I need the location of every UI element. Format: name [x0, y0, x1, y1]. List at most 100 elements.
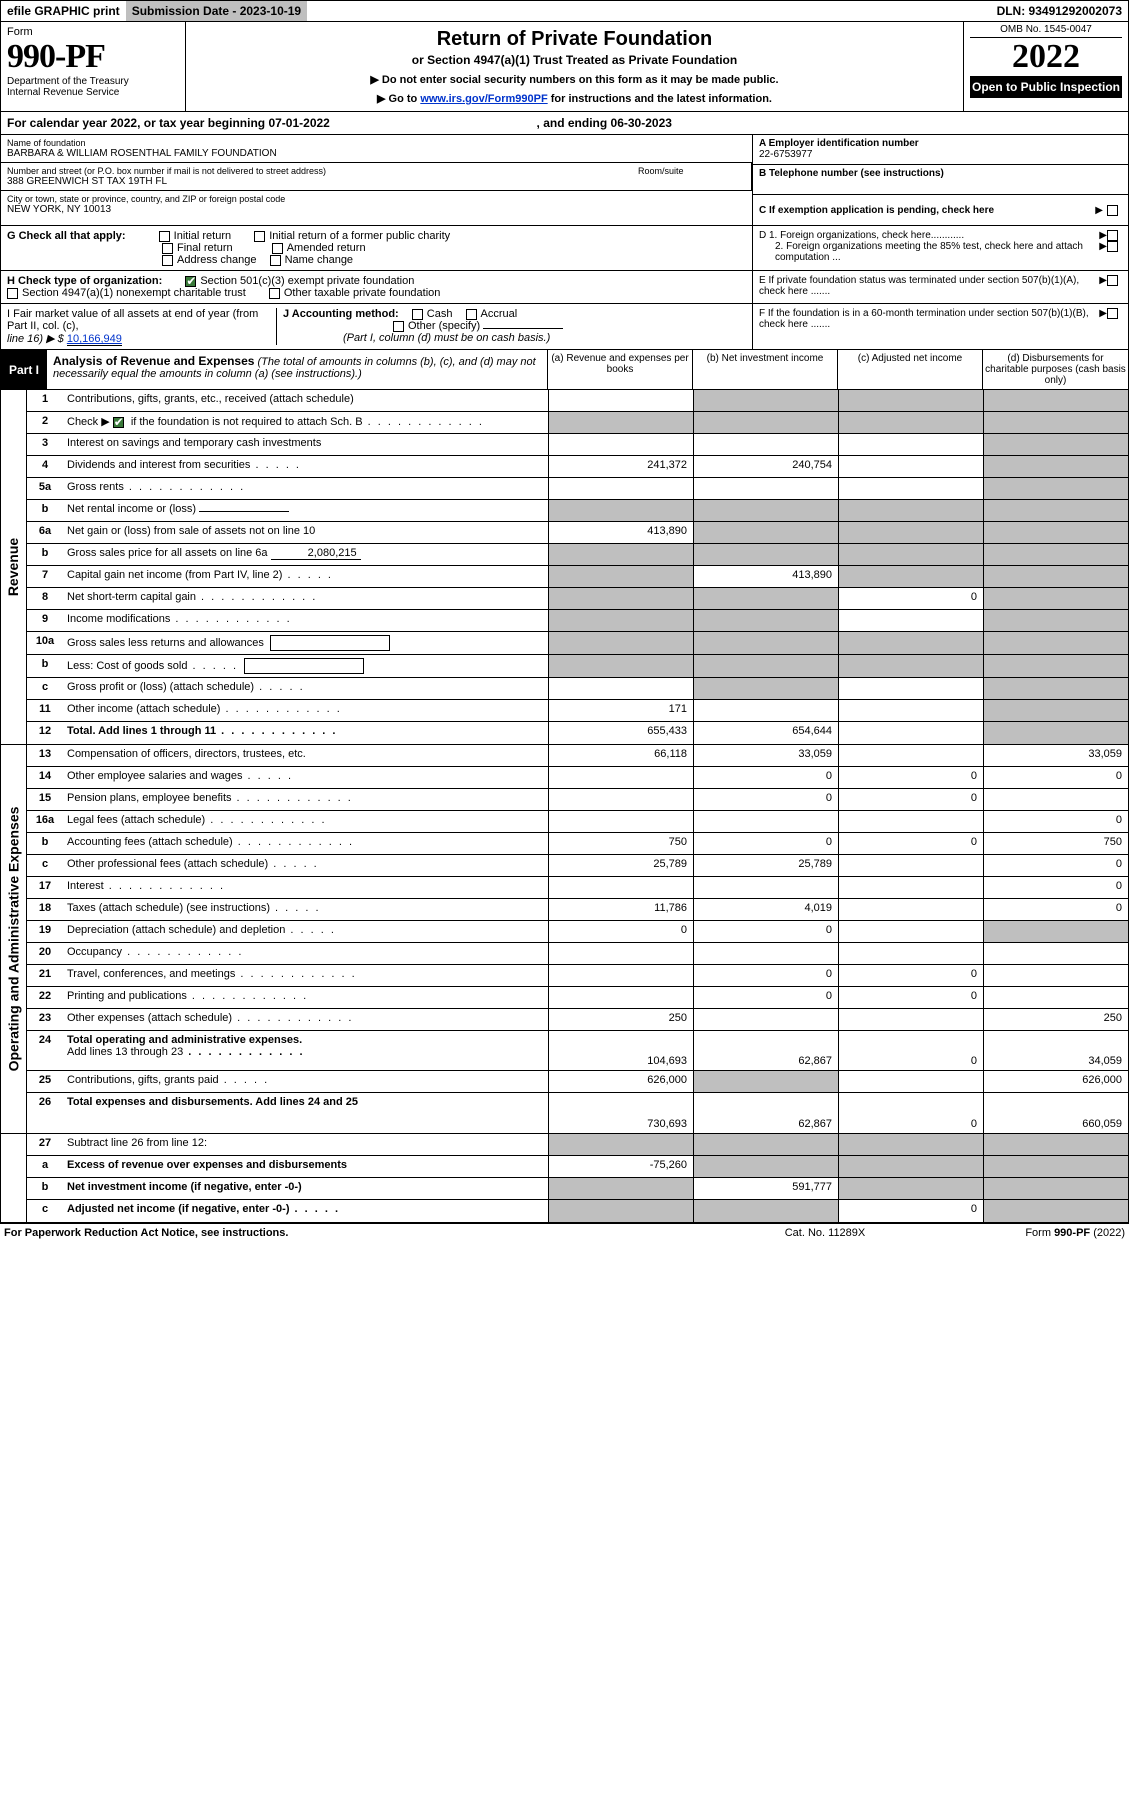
line-16a: Legal fees (attach schedule): [63, 811, 548, 832]
j-other-cb[interactable]: [393, 321, 404, 332]
form-number: 990-PF: [7, 38, 179, 76]
part-1-desc: Analysis of Revenue and Expenses (The to…: [47, 350, 548, 389]
section-ij-f: I Fair market value of all assets at end…: [0, 304, 1129, 350]
header-right: OMB No. 1545-0047 2022 Open to Public In…: [963, 22, 1128, 111]
j-note: (Part I, column (d) must be on cash basi…: [343, 332, 550, 344]
dept-label: Department of the Treasury: [7, 76, 179, 87]
e-checkbox[interactable]: [1107, 275, 1118, 286]
section-h: H Check type of organization: Section 50…: [1, 271, 753, 303]
line-7: Capital gain net income (from Part IV, l…: [63, 566, 548, 587]
j-label: J Accounting method:: [283, 308, 399, 320]
j-accrual: Accrual: [481, 308, 518, 320]
g-initial-former-cb[interactable]: [254, 231, 265, 242]
schb-checkbox[interactable]: [113, 417, 124, 428]
i-label-1: I Fair market value of all assets at end…: [7, 308, 258, 332]
f-checkbox[interactable]: [1107, 308, 1118, 319]
cy-pre: For calendar year 2022, or tax year begi…: [7, 116, 268, 130]
dln: DLN: 93491292002073: [991, 1, 1128, 21]
f-label: F If the foundation is in a 60-month ter…: [759, 308, 1099, 330]
city-label: City or town, state or province, country…: [7, 194, 746, 204]
line-23: Other expenses (attach schedule): [63, 1009, 548, 1030]
d1-checkbox[interactable]: [1107, 230, 1118, 241]
line-27: Subtract line 26 from line 12:: [63, 1134, 548, 1155]
line-12: Total. Add lines 1 through 11: [63, 722, 548, 744]
telephone-label: B Telephone number (see instructions): [759, 168, 944, 179]
section-e: E If private foundation status was termi…: [753, 271, 1128, 303]
col-d-header: (d) Disbursements for charitable purpose…: [983, 350, 1128, 389]
ein-value: 22-6753977: [759, 149, 812, 160]
identity-grid: Name of foundation BARBARA & WILLIAM ROS…: [0, 135, 1129, 226]
g-label: G Check all that apply:: [7, 230, 126, 242]
fmv-value[interactable]: 10,166,949: [67, 333, 122, 346]
j-accrual-cb[interactable]: [466, 309, 477, 320]
part-1-header: Part I Analysis of Revenue and Expenses …: [0, 350, 1129, 390]
line-14: Other employee salaries and wages: [63, 767, 548, 788]
j-cash-cb[interactable]: [412, 309, 423, 320]
line-11: Other income (attach schedule): [63, 700, 548, 721]
line-18: Taxes (attach schedule) (see instruction…: [63, 899, 548, 920]
note2-post: for instructions and the latest informat…: [548, 93, 772, 105]
form990pf-link[interactable]: www.irs.gov/Form990PF: [420, 93, 547, 105]
line-4: Dividends and interest from securities: [63, 456, 548, 477]
cy-begin: 07-01-2022: [268, 116, 329, 130]
section-g-d: G Check all that apply: Initial return I…: [0, 226, 1129, 271]
line-17: Interest: [63, 877, 548, 898]
g-initial-return-cb[interactable]: [159, 231, 170, 242]
cy-end: 06-30-2023: [611, 116, 672, 130]
line-15: Pension plans, employee benefits: [63, 789, 548, 810]
footer-mid: Cat. No. 11289X: [725, 1227, 925, 1239]
address: 388 GREENWICH ST TAX 19TH FL: [7, 176, 626, 187]
line-1: Contributions, gifts, grants, etc., rece…: [63, 390, 548, 411]
g-address-change-cb[interactable]: [162, 255, 173, 266]
line-27-section: 27Subtract line 26 from line 12: aExcess…: [0, 1134, 1129, 1223]
form-subtitle: or Section 4947(a)(1) Trust Treated as P…: [194, 53, 955, 67]
g-opt-0: Initial return: [174, 230, 231, 242]
line-27b: Net investment income (if negative, ente…: [63, 1178, 548, 1199]
d2-label: 2. Foreign organizations meeting the 85%…: [759, 241, 1099, 263]
g-opt-4: Address change: [177, 254, 257, 266]
exemption-pending-checkbox[interactable]: [1107, 205, 1118, 216]
g-final-return-cb[interactable]: [162, 243, 173, 254]
line-25: Contributions, gifts, grants paid: [63, 1071, 548, 1092]
header-middle: Return of Private Foundation or Section …: [186, 22, 963, 111]
col-b-header: (b) Net investment income: [693, 350, 838, 389]
d2-checkbox[interactable]: [1107, 241, 1118, 252]
line-26: Total expenses and disbursements. Add li…: [63, 1093, 548, 1133]
line-10c: Gross profit or (loss) (attach schedule): [63, 678, 548, 699]
section-ij: I Fair market value of all assets at end…: [1, 304, 753, 349]
form-title: Return of Private Foundation: [194, 28, 955, 51]
h-opt-1: Section 501(c)(3) exempt private foundat…: [200, 275, 414, 287]
foundation-name-label: Name of foundation: [7, 138, 746, 148]
h-501c3-cb[interactable]: [185, 276, 196, 287]
header-left: Form 990-PF Department of the Treasury I…: [1, 22, 186, 111]
cy-mid: , and ending: [537, 116, 611, 130]
page-footer: For Paperwork Reduction Act Notice, see …: [0, 1223, 1129, 1242]
line-16b: Accounting fees (attach schedule): [63, 833, 548, 854]
g-name-change-cb[interactable]: [270, 255, 281, 266]
section-f: F If the foundation is in a 60-month ter…: [753, 304, 1128, 349]
line-21: Travel, conferences, and meetings: [63, 965, 548, 986]
e-label: E If private foundation status was termi…: [759, 275, 1099, 297]
efile-label[interactable]: efile GRAPHIC print: [1, 1, 126, 21]
submission-date: Submission Date - 2023-10-19: [126, 1, 307, 21]
h-4947-cb[interactable]: [7, 288, 18, 299]
g-opt-3: Amended return: [287, 242, 366, 254]
section-h-e: H Check type of organization: Section 50…: [0, 271, 1129, 304]
j-cash: Cash: [427, 308, 453, 320]
line-9: Income modifications: [63, 610, 548, 631]
open-public: Open to Public Inspection: [970, 76, 1122, 98]
expenses-section: Operating and Administrative Expenses 13…: [0, 745, 1129, 1134]
g-amended-cb[interactable]: [272, 243, 283, 254]
line-16c: Other professional fees (attach schedule…: [63, 855, 548, 876]
h-other-taxable-cb[interactable]: [269, 288, 280, 299]
note2-pre: ▶ Go to: [377, 93, 420, 105]
j-other: Other (specify): [408, 320, 480, 332]
address-label: Number and street (or P.O. box number if…: [7, 166, 626, 176]
identity-left: Name of foundation BARBARA & WILLIAM ROS…: [1, 135, 753, 225]
ein-label: A Employer identification number: [759, 138, 919, 149]
g-opt-5: Name change: [285, 254, 354, 266]
col-a-header: (a) Revenue and expenses per books: [548, 350, 693, 389]
city: NEW YORK, NY 10013: [7, 204, 746, 215]
tax-year: 2022: [970, 38, 1122, 76]
irs-label: Internal Revenue Service: [7, 87, 179, 98]
